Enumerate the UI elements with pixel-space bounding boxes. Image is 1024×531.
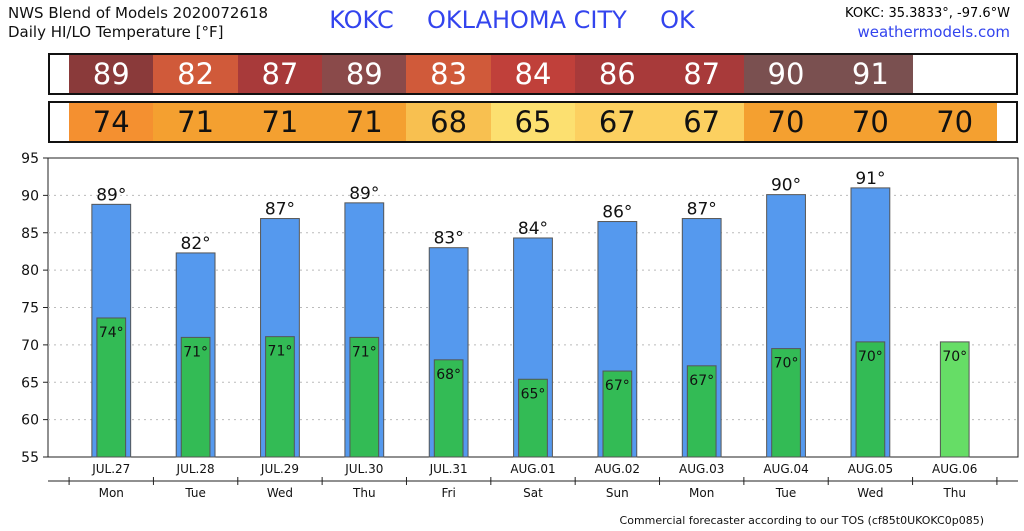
strip-spacer <box>50 55 70 93</box>
x-date-label: AUG.01 <box>510 462 555 476</box>
low-bar-label: 70° <box>774 356 799 372</box>
high-bar-label: 89° <box>96 185 126 205</box>
high-strip-cell: 83 <box>406 55 491 93</box>
x-date-label: JUL.27 <box>91 462 130 476</box>
high-bar-label: 83° <box>434 229 464 249</box>
x-date-label: AUG.06 <box>932 462 977 476</box>
low-bar-label: 67° <box>689 373 714 389</box>
x-weekday-label: Thu <box>942 486 966 500</box>
low-strip-cell: 71 <box>237 103 323 141</box>
low-bar <box>686 365 717 458</box>
y-tick-label: 60 <box>21 413 39 429</box>
low-strip-cell: 70 <box>912 103 997 141</box>
low-bar <box>855 341 886 458</box>
high-bar-label: 86° <box>602 203 632 223</box>
x-weekday-label: Wed <box>267 486 293 500</box>
low-strip-cell: 68 <box>406 103 491 141</box>
chart-title: Daily HI/LO Temperature [°F] <box>8 23 224 41</box>
y-tick-label: 85 <box>21 226 39 242</box>
y-tick-label: 65 <box>21 375 39 391</box>
x-weekday-label: Tue <box>775 486 797 500</box>
y-tick-label: 75 <box>21 301 39 317</box>
high-strip-cell: 91 <box>828 55 913 93</box>
low-bar-label: 71° <box>183 344 208 360</box>
strip-spacer <box>50 103 70 141</box>
high-strip-cell: 87 <box>237 55 323 93</box>
low-strip-cell: 71 <box>322 103 407 141</box>
high-strip-cell: 82 <box>153 55 238 93</box>
x-weekday-label: Sat <box>523 486 543 500</box>
high-strip-cell: 89 <box>322 55 407 93</box>
x-weekday-label: Mon <box>99 486 124 500</box>
high-bar-label: 89° <box>349 184 379 204</box>
high-bar-label: 91° <box>855 169 885 189</box>
y-tick-label: 70 <box>21 338 39 354</box>
low-bar <box>518 378 548 458</box>
y-tick-label: 80 <box>21 263 39 279</box>
x-date-label: AUG.03 <box>679 462 724 476</box>
low-bar-label: 74° <box>99 325 124 341</box>
y-tick-label: 90 <box>21 188 39 204</box>
model-run-label: NWS Blend of Models 2020072618 <box>8 4 269 22</box>
low-strip-cell: 70 <box>743 103 829 141</box>
low-bar-label: 70° <box>942 349 967 365</box>
low-bar <box>602 370 633 458</box>
x-date-label: JUL.28 <box>176 462 215 476</box>
chart-subtitle-block: NWS Blend of Models 2020072618 Daily HI/… <box>8 4 268 42</box>
low-strip-cell: 67 <box>659 103 744 141</box>
low-strip-cell: 74 <box>69 103 154 141</box>
station-info: KOKC: 35.3833°, -97.6°W weathermodels.co… <box>845 4 1010 42</box>
low-bar-label: 67° <box>605 378 630 394</box>
station-coords: KOKC: 35.3833°, -97.6°W <box>845 6 1010 21</box>
low-bar-label: 71° <box>268 344 293 360</box>
low-strip-cell: 67 <box>575 103 660 141</box>
x-date-label: AUG.02 <box>595 462 640 476</box>
high-strip-cell <box>912 55 997 93</box>
high-bar-label: 84° <box>518 219 548 239</box>
low-bar-label: 65° <box>521 386 546 402</box>
high-strip-cell: 84 <box>490 55 576 93</box>
high-bar-label: 87° <box>265 200 295 220</box>
low-bar <box>771 348 801 458</box>
footer-note: Commercial forecaster according to our T… <box>619 514 984 527</box>
x-date-label: AUG.05 <box>848 462 893 476</box>
y-tick-label: 55 <box>21 450 39 466</box>
high-temp-strip: 89 82 87 89 83 84 86 87 90 91 <box>48 53 1018 95</box>
x-date-label: AUG.04 <box>763 462 808 476</box>
high-strip-cell: 89 <box>69 55 154 93</box>
x-date-label: JUL.29 <box>260 462 299 476</box>
low-bar <box>180 336 211 458</box>
high-bar-label: 82° <box>181 234 211 254</box>
site-link[interactable]: weathermodels.com <box>857 23 1010 41</box>
x-date-label: JUL.30 <box>344 462 383 476</box>
high-bar-label: 90° <box>771 176 801 196</box>
low-strip-cell: 65 <box>490 103 576 141</box>
low-bar-label: 71° <box>352 344 377 360</box>
x-weekday-label: Thu <box>352 486 376 500</box>
low-strip-cell: 71 <box>153 103 238 141</box>
low-bar <box>939 341 970 458</box>
x-weekday-label: Sun <box>606 486 629 500</box>
low-bar <box>433 359 464 458</box>
low-bar <box>349 336 380 458</box>
high-strip-cell: 90 <box>743 55 829 93</box>
x-weekday-label: Tue <box>184 486 206 500</box>
high-strip-cell: 87 <box>659 55 744 93</box>
low-bar-label: 70° <box>858 349 883 365</box>
high-strip-cell: 86 <box>575 55 660 93</box>
x-weekday-label: Fri <box>442 486 456 500</box>
low-temp-strip: 74 71 71 71 68 65 67 67 70 70 70 <box>48 101 1018 143</box>
y-tick-label: 95 <box>21 151 39 167</box>
low-strip-cell: 70 <box>828 103 913 141</box>
x-weekday-label: Wed <box>857 486 883 500</box>
high-bar-label: 87° <box>687 200 717 220</box>
x-weekday-label: Mon <box>689 486 714 500</box>
low-bar <box>96 317 127 458</box>
low-bar <box>265 336 295 458</box>
x-date-label: JUL.31 <box>429 462 468 476</box>
low-bar-label: 68° <box>436 367 461 383</box>
